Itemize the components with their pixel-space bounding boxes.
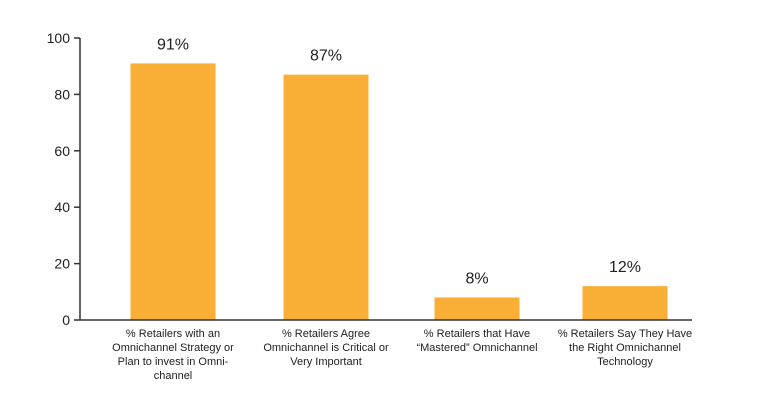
category-label-line: % Retailers with an xyxy=(126,328,220,340)
y-tick-label: 40 xyxy=(54,199,70,215)
data-label: 91% xyxy=(157,36,189,53)
category-label-line: % Retailers that Have xyxy=(424,328,530,340)
bar xyxy=(283,74,369,320)
category-label-line: the Right Omnichannel xyxy=(569,342,681,354)
y-tick-label: 20 xyxy=(54,256,70,272)
category-label-line: % Retailers Agree xyxy=(282,328,370,340)
bar xyxy=(130,63,216,320)
data-label: 87% xyxy=(310,48,342,65)
category-label: % Retailers Agree Omnichannel is Critical… xyxy=(263,328,389,368)
category-label: % Retailers with an Omnichannel Strategy … xyxy=(112,328,234,382)
y-tick-label: 0 xyxy=(62,312,70,328)
category-label-line: Technology xyxy=(597,356,653,368)
category-labels-group: % Retailers with an Omnichannel Strategy … xyxy=(112,328,692,382)
data-label: 8% xyxy=(465,270,488,287)
y-ticks-group: 0 20 40 60 80 100 xyxy=(47,30,80,328)
y-tick-label: 80 xyxy=(54,86,70,102)
category-label-line: Plan to invest in Omni- xyxy=(118,356,229,368)
category-label: % Retailers Say They Have the Right Omnic… xyxy=(558,328,692,368)
category-label-line: channel xyxy=(154,370,193,382)
y-tick-label: 60 xyxy=(54,143,70,159)
data-label: 12% xyxy=(609,259,641,276)
category-label-line: Omnichannel is Critical or xyxy=(263,342,389,354)
bar xyxy=(434,297,520,320)
data-labels-group: 91% 87% 8% 12% xyxy=(157,36,641,287)
bar xyxy=(582,286,668,320)
category-label: % Retailers that Have “Mastered” Omnichan… xyxy=(416,328,537,354)
category-label-line: % Retailers Say They Have xyxy=(558,328,692,340)
category-label-line: Omnichannel Strategy or xyxy=(112,342,234,354)
axes-group xyxy=(79,38,692,321)
y-tick-label: 100 xyxy=(47,30,71,46)
category-label-line: “Mastered” Omnichannel xyxy=(416,342,537,354)
bars-group xyxy=(130,63,668,320)
category-label-line: Very Important xyxy=(290,356,362,368)
